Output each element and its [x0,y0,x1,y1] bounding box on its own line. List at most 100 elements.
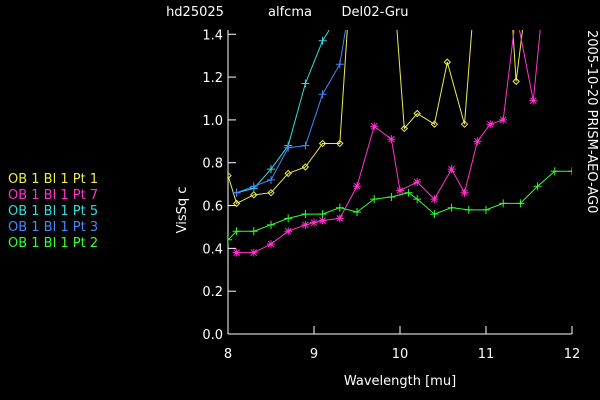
data-marker [353,182,361,191]
data-marker [228,235,232,244]
series-line [236,30,347,194]
data-marker [318,210,327,219]
data-marker [512,9,520,17]
y-tick-label: 1.0 [202,114,223,129]
data-marker [512,77,520,86]
x-tick-label: 8 [224,347,232,362]
data-marker [413,195,422,204]
data-marker [301,163,310,171]
data-marker [249,248,258,257]
data-marker [301,220,310,229]
data-marker [443,58,452,66]
y-tick-label: 0.4 [202,242,223,257]
y-tick-label: 1.4 [202,28,223,43]
data-marker [267,240,275,249]
data-marker [464,205,473,214]
data-marker [318,139,327,148]
data-marker [249,182,258,191]
legend-entry: OB 1 Bl 1 Pt 3 [8,220,98,235]
y-tick-label: 0.2 [202,285,223,300]
data-marker [473,137,482,146]
legend-entry: OB 1 Bl 1 Pt 5 [8,204,98,219]
series-line [236,30,541,254]
data-marker [318,90,327,99]
x-tick-label: 9 [310,347,318,362]
data-marker [486,120,495,129]
data-marker [267,188,275,197]
header-text: hd25025 [166,5,224,20]
data-marker [228,171,232,180]
data-marker [538,9,546,17]
data-marker [529,96,538,105]
data-marker [267,220,275,229]
legend-entry: OB 1 Bl 1 Pt 2 [8,236,98,251]
data-marker [353,207,361,216]
data-marker [460,188,469,197]
data-marker [482,205,490,214]
data-marker [335,203,344,212]
data-marker [387,192,396,201]
y-tick-label: 0.8 [202,157,223,172]
data-marker [250,191,258,199]
data-marker [370,195,379,204]
data-marker [336,139,344,148]
data-marker [284,143,293,152]
data-marker [447,165,456,174]
data-marker [396,186,404,195]
data-marker [430,210,439,219]
data-marker [284,227,293,236]
data-marker [232,188,241,197]
data-marker [430,120,439,128]
data-marker [413,109,421,118]
data-marker [470,10,476,16]
data-marker [460,120,469,128]
y-tick-label: 0.0 [202,328,223,343]
data-marker [509,10,515,16]
series-line [228,30,524,205]
data-marker [318,216,327,225]
x-tick-label: 11 [478,347,495,362]
series-line [236,30,330,194]
x-tick-label: 10 [392,347,409,362]
data-marker [430,195,439,204]
data-marker [550,167,559,176]
header-text: Del02-Gru [342,5,409,20]
data-marker [284,169,292,178]
data-marker [447,203,456,212]
legend-entry: OB 1 Bl 1 Pt 7 [8,188,98,203]
y-tick-label: 1.2 [202,71,223,86]
data-marker [400,124,409,133]
data-marker [232,227,241,236]
data-marker [232,199,241,208]
plot-area [228,9,572,257]
data-marker [499,199,508,208]
data-marker [568,167,572,176]
data-marker [499,115,508,124]
data-marker [335,214,344,223]
side-label: 2005-10-20 PRISM-AEO-AG0 [584,30,599,213]
data-marker [301,210,310,219]
data-marker [522,10,528,16]
x-tick-label: 12 [564,347,581,362]
legend-entry: OB 1 Bl 1 Pt 1 [8,172,98,187]
data-marker [335,60,344,69]
x-axis-label: Wavelength [mu] [344,374,456,389]
data-marker [249,227,258,236]
data-marker [301,141,310,150]
data-marker [310,218,318,227]
data-marker [413,178,422,186]
data-marker [370,122,379,131]
series-line [228,170,572,241]
data-marker [387,135,396,144]
data-marker [533,182,542,191]
data-marker [301,79,310,88]
data-marker [267,175,275,184]
y-axis-label: VisSq c [175,187,190,234]
y-tick-label: 0.6 [202,200,223,215]
data-marker [284,214,293,223]
data-marker [232,248,241,257]
data-marker [516,199,525,208]
data-marker [404,188,413,197]
data-marker [318,36,327,45]
